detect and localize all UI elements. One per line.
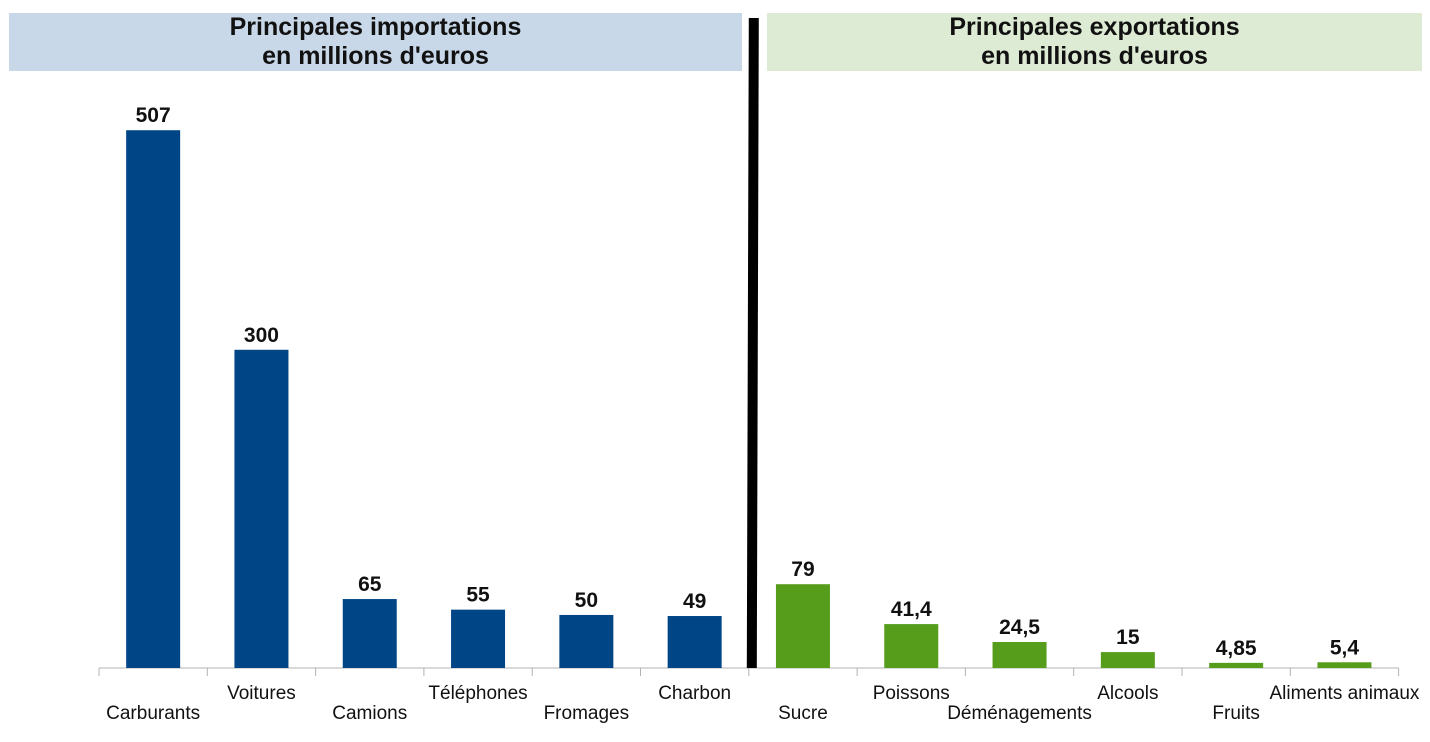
value-label-alcools: 15 <box>1116 626 1140 649</box>
value-label-fruits: 4,85 <box>1216 637 1257 660</box>
bar-charbon <box>667 616 722 668</box>
imports-title-line2: en millions d'euros <box>262 42 489 70</box>
value-label-charbon: 49 <box>683 590 706 613</box>
exports-title-line2: en millions d'euros <box>981 42 1208 70</box>
bar-carburants <box>126 130 181 668</box>
value-label-camions: 65 <box>358 573 382 596</box>
category-label-poissons: Poissons <box>873 683 950 704</box>
category-label-sucre: Sucre <box>778 703 828 724</box>
bar-sucre <box>775 584 830 668</box>
value-label-telephones: 55 <box>466 584 490 607</box>
category-label-fruits: Fruits <box>1212 703 1260 724</box>
category-label-alcools: Alcools <box>1097 683 1158 704</box>
value-label-poissons: 41,4 <box>891 598 932 621</box>
panel-divider <box>746 17 759 669</box>
category-label-carburants: Carburants <box>106 703 200 724</box>
bar-voitures <box>234 349 289 668</box>
labels-layer: 507 Carburants 300 Voitures 65 Camions 55 Télép… <box>106 104 1420 724</box>
bar-alcools <box>1100 652 1155 668</box>
category-label-demenagements: Déménagements <box>947 703 1092 724</box>
bar-fromages <box>559 614 614 668</box>
category-label-voitures: Voitures <box>227 683 296 704</box>
exports-title-line1: Principales exportations <box>949 13 1240 41</box>
category-label-aliments-animaux: Aliments animaux <box>1269 683 1419 704</box>
value-label-voitures: 300 <box>244 324 279 347</box>
bar-camions <box>342 599 397 668</box>
bar-fruits <box>1209 662 1264 668</box>
value-label-demenagements: 24,5 <box>999 616 1040 639</box>
category-label-charbon: Charbon <box>658 683 731 704</box>
bar-demenagements <box>992 642 1047 668</box>
imports-title: Principales importations en millions d'e… <box>9 13 742 71</box>
bar-telephones <box>451 609 506 668</box>
category-label-telephones: Téléphones <box>428 683 527 704</box>
category-label-camions: Camions <box>332 703 407 724</box>
value-label-sucre: 79 <box>791 558 814 581</box>
value-label-carburants: 507 <box>136 104 171 127</box>
bars-layer <box>126 130 1372 668</box>
bar-poissons <box>884 624 939 668</box>
axis-layer <box>98 17 1400 676</box>
value-label-aliments-animaux: 5,4 <box>1330 636 1360 659</box>
exports-title: Principales exportations en millions d'e… <box>767 13 1422 71</box>
value-label-fromages: 50 <box>575 589 598 612</box>
category-label-fromages: Fromages <box>544 703 630 724</box>
bar-aliments-animaux <box>1317 662 1372 668</box>
imports-title-line1: Principales importations <box>229 13 522 41</box>
